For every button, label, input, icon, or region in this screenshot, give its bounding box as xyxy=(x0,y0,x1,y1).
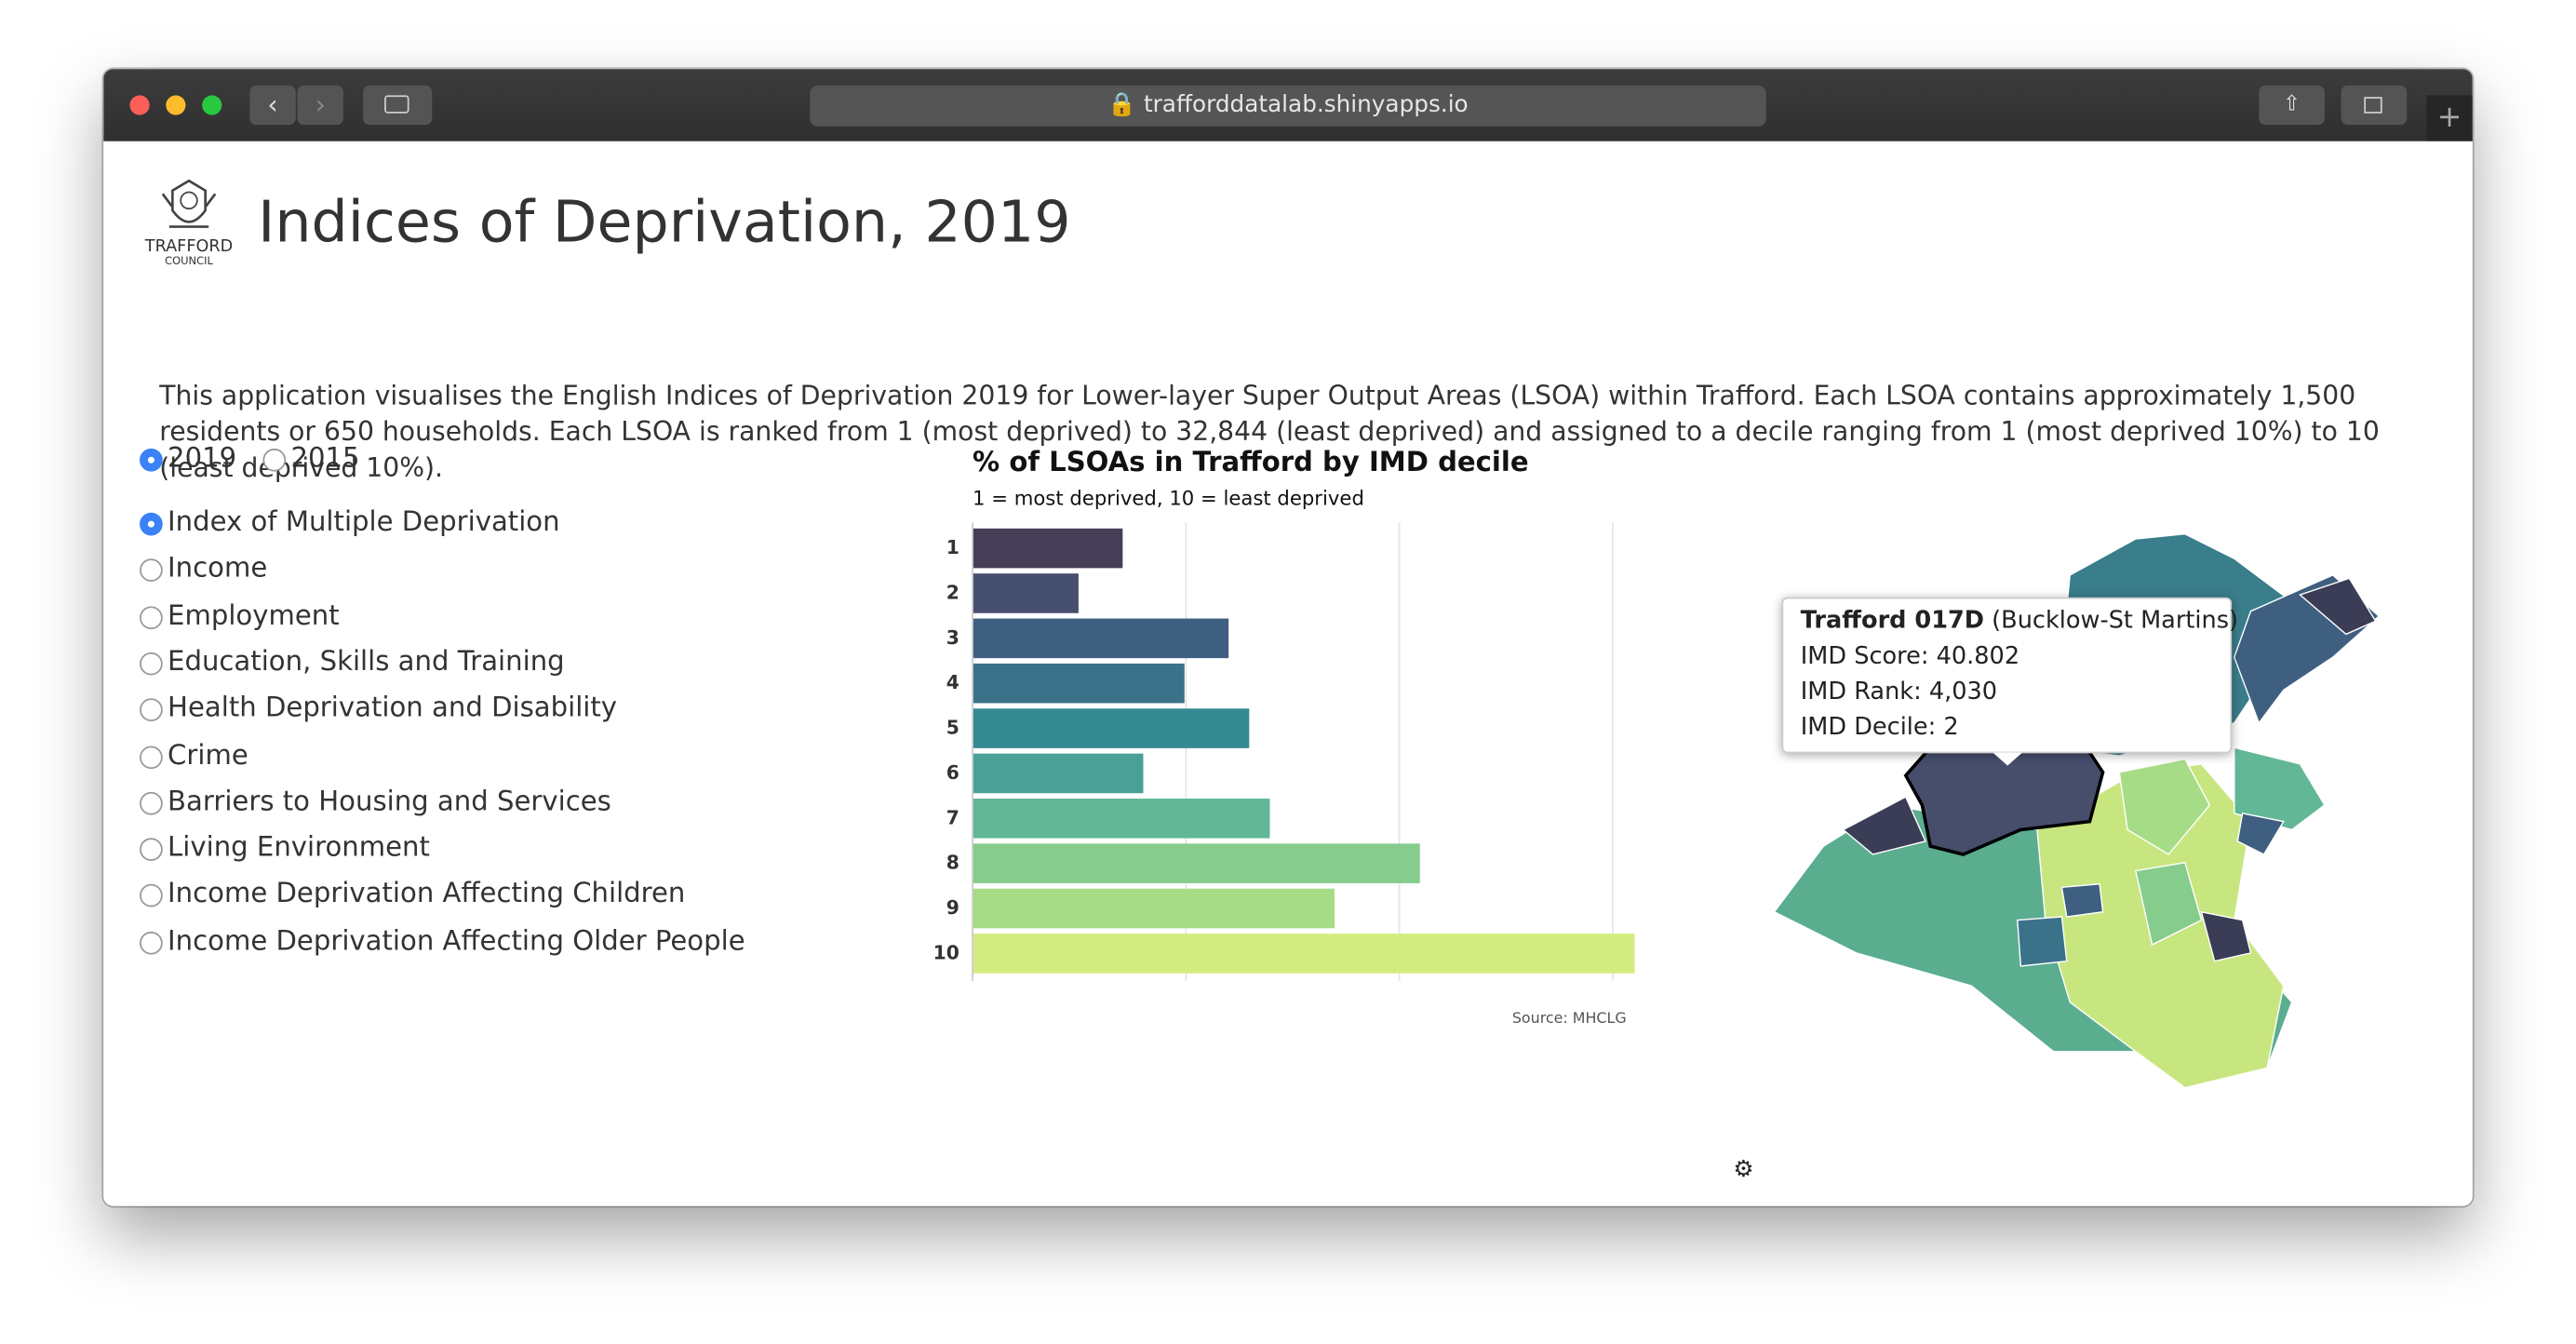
tooltip-ward: (Bucklow-St Martins) xyxy=(1992,606,2238,634)
close-button[interactable] xyxy=(129,95,150,115)
bar xyxy=(973,753,1144,794)
url: trafforddatalab.shinyapps.io xyxy=(1143,91,1469,119)
minimize-button[interactable] xyxy=(166,95,186,115)
radio-label[interactable]: 2015 xyxy=(290,441,360,474)
bar xyxy=(973,708,1250,748)
map-region[interactable] xyxy=(2236,812,2285,855)
settings-icon[interactable]: ⚙ xyxy=(1733,1156,1754,1184)
logo: TRAFFORD COUNCIL xyxy=(144,179,233,267)
radio-button[interactable] xyxy=(140,448,163,472)
map-region[interactable] xyxy=(2118,758,2211,855)
radio-button[interactable] xyxy=(140,698,163,722)
map-region[interactable] xyxy=(2299,577,2377,636)
y-tick-label: 9 xyxy=(946,896,959,919)
title-bar: ‹ › 🔒 trafforddatalab.shinyapps.io ⇧ + xyxy=(103,69,2473,141)
zoom-button[interactable] xyxy=(202,95,222,115)
radio-label[interactable]: Income Deprivation Affecting Children xyxy=(168,878,686,909)
tooltip-line: IMD Rank: 4,030 xyxy=(1801,678,1997,706)
bar xyxy=(973,934,1635,974)
logo-text: COUNCIL xyxy=(165,254,213,267)
map-region[interactable] xyxy=(2234,746,2326,831)
browser-window: ‹ › 🔒 trafforddatalab.shinyapps.io ⇧ + T… xyxy=(103,69,2473,1206)
map-region[interactable] xyxy=(2060,882,2104,918)
share-button[interactable]: ⇧ xyxy=(2259,85,2325,126)
y-tick-label: 8 xyxy=(946,852,959,874)
address-bar[interactable]: 🔒 trafforddatalab.shinyapps.io xyxy=(810,85,1766,127)
tooltip-line: IMD Decile: 2 xyxy=(1801,713,1959,741)
radio-label[interactable]: Barriers to Housing and Services xyxy=(168,785,611,817)
map-region[interactable] xyxy=(1842,796,1926,855)
radio-label[interactable]: Income xyxy=(168,552,268,585)
radio-button[interactable] xyxy=(140,838,163,862)
radio-label[interactable]: Living Environment xyxy=(168,831,430,863)
back-button[interactable]: ‹ xyxy=(249,85,296,126)
bar xyxy=(973,528,1123,569)
description: This application visualises the English … xyxy=(159,379,2380,484)
chart-subtitle: 1 = most deprived, 10 = least deprived xyxy=(973,487,1364,510)
radio-button[interactable] xyxy=(140,884,163,908)
y-tick-label: 3 xyxy=(946,626,959,649)
chart-title: % of LSOAs in Trafford by IMD decile xyxy=(973,446,1529,477)
radio-label[interactable]: 2019 xyxy=(168,441,237,474)
tooltip-title: Trafford 017D (Bucklow-St Martins) xyxy=(1801,606,2238,634)
bar xyxy=(973,573,1079,613)
radio-button[interactable] xyxy=(140,652,163,676)
radio-label[interactable]: Employment xyxy=(168,598,340,631)
radio-label[interactable]: Crime xyxy=(168,738,248,771)
bar xyxy=(973,799,1270,839)
new-tab-button[interactable]: + xyxy=(2426,95,2473,141)
y-tick-label: 6 xyxy=(946,761,959,784)
y-tick-label: 5 xyxy=(946,717,959,739)
y-tick-label: 10 xyxy=(933,941,959,963)
map-region[interactable] xyxy=(2200,910,2252,962)
bar xyxy=(973,618,1229,659)
y-tick-label: 4 xyxy=(946,671,959,693)
radio-label[interactable]: Education, Skills and Training xyxy=(168,645,565,678)
app-content: TRAFFORD COUNCIL Indices of Deprivation,… xyxy=(103,141,2473,1206)
map[interactable] xyxy=(1773,533,2381,1089)
radio-button[interactable] xyxy=(140,605,163,629)
radio-label[interactable]: Health Deprivation and Disability xyxy=(168,692,618,724)
tooltip-line: IMD Score: 40.802 xyxy=(1801,642,2019,670)
bar-chart: 1 2 3 4 5 6 7 8 9 10 xyxy=(933,522,1635,981)
page-title: Indices of Deprivation, 2019 xyxy=(258,190,1071,257)
y-tick-label: 2 xyxy=(946,581,959,603)
map-tooltip: Trafford 017D (Bucklow-St Martins) IMD S… xyxy=(1781,597,2238,766)
map-region[interactable] xyxy=(2135,861,2203,947)
radio-button[interactable] xyxy=(140,745,163,769)
radio-button[interactable] xyxy=(140,558,163,583)
controls: 2019 2015 Index of Multiple Deprivation Inc… xyxy=(103,141,925,1127)
bar xyxy=(973,663,1185,704)
sidebar-button[interactable] xyxy=(363,85,433,126)
radio-button[interactable] xyxy=(262,448,287,472)
radio-button[interactable] xyxy=(140,512,163,536)
tabs-button[interactable] xyxy=(2341,85,2408,126)
y-tick-label: 1 xyxy=(946,536,959,558)
radio-label[interactable]: Income Deprivation Affecting Older Peopl… xyxy=(168,924,745,956)
forward-button[interactable]: › xyxy=(297,85,343,126)
map-region[interactable] xyxy=(2017,916,2068,967)
radio-label[interactable]: Index of Multiple Deprivation xyxy=(168,505,560,538)
bar xyxy=(973,888,1335,929)
y-tick-label: 7 xyxy=(946,806,959,828)
tooltip-name: Trafford 017D xyxy=(1801,606,1984,634)
radio-button[interactable] xyxy=(140,791,163,815)
bar xyxy=(973,843,1420,883)
chart-source: Source: MHCLG xyxy=(1512,1009,1627,1027)
logo-text: TRAFFORD xyxy=(144,237,233,256)
radio-button[interactable] xyxy=(140,931,163,955)
